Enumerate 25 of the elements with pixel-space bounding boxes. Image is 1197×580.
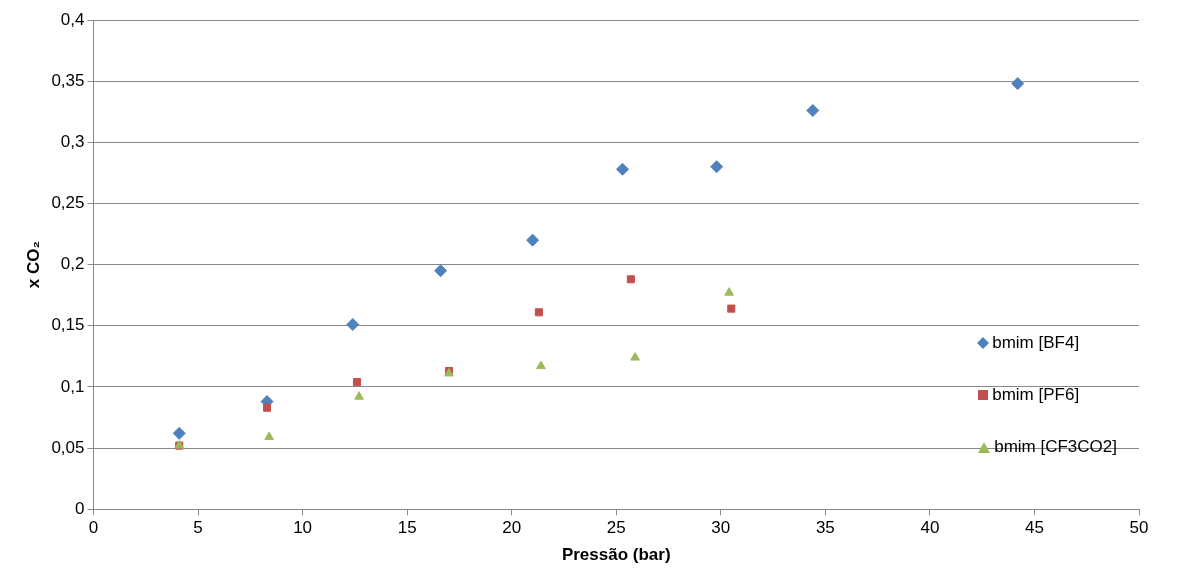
x-tick-label: 50	[1129, 518, 1149, 538]
x-tick-label: 30	[711, 518, 731, 538]
x-tick-label: 35	[815, 518, 835, 538]
x-tick-label: 25	[606, 518, 626, 538]
x-tick-label: 10	[293, 518, 313, 538]
legend-label: bmim [CF3CO2]	[994, 437, 1117, 457]
x-tick-label: 15	[397, 518, 417, 538]
y-tick-label: 0,2	[60, 254, 85, 274]
x-tick-label: 45	[1024, 518, 1044, 538]
legend-label: bmim [BF4]	[992, 333, 1080, 353]
y-axis-title: x CO₂	[23, 240, 43, 289]
x-tick-label: 20	[502, 518, 522, 538]
y-tick-label: 0,1	[60, 376, 85, 396]
y-tick-label: 0,4	[60, 9, 85, 29]
y-tick-label: 0,25	[51, 193, 85, 213]
y-tick-label: 0,05	[51, 437, 85, 457]
y-tick-label: 0,15	[51, 315, 85, 335]
y-tick-label: 0	[75, 498, 85, 518]
y-tick-label: 0,35	[51, 70, 85, 90]
y-tick-label: 0,3	[60, 131, 85, 151]
x-tick-label: 40	[920, 518, 940, 538]
x-axis-title: Pressão (bar)	[561, 545, 671, 565]
legend-label: bmim [PF6]	[992, 385, 1080, 405]
x-tick-label: 0	[88, 518, 99, 538]
x-tick-label: 5	[193, 518, 203, 538]
